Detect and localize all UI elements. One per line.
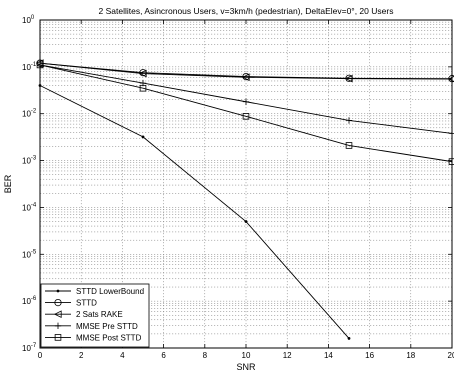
marker-plus	[242, 98, 250, 105]
y-axis-label: BER	[3, 174, 13, 193]
legend-label: MMSE Pre STTD	[76, 322, 138, 331]
marker-dot	[141, 135, 145, 139]
legend-entry: MMSE Pre STTD	[45, 322, 138, 331]
y-tick-label: 10-2	[22, 109, 37, 119]
y-tick-exponent: -6	[31, 296, 37, 302]
x-tick-label: 4	[120, 351, 125, 360]
y-tick-base: 10	[22, 203, 31, 212]
marker-triangle	[53, 310, 62, 319]
marker-plus	[448, 130, 454, 137]
x-tick-label: 6	[161, 351, 166, 360]
x-tick-labels: 0 2 4 6 8 10 12 14 16 18 20	[38, 351, 454, 360]
y-tick-base: 10	[22, 250, 31, 259]
legend-label: STTD	[76, 299, 97, 308]
y-tick-label: 10-3	[22, 156, 37, 166]
y-tick-label: 10-1	[22, 62, 37, 72]
y-tick-label: 10-4	[22, 202, 37, 212]
y-tick-exponent: -5	[31, 249, 37, 255]
y-tick-label: 10-7	[22, 343, 37, 353]
x-tick-label: 10	[242, 351, 251, 360]
legend-label: MMSE Post STTD	[76, 333, 142, 342]
x-tick-label: 12	[283, 351, 292, 360]
y-tick-label: 100	[22, 15, 35, 25]
y-tick-exponent: -2	[31, 109, 37, 115]
series-layer	[35, 59, 454, 340]
y-tick-exponent: -3	[31, 156, 37, 162]
x-axis-label: SNR	[236, 362, 256, 371]
marker-triangle	[241, 73, 250, 82]
legend: STTD LowerBound STTD 2 Sats RAKE MMSE Pre S…	[40, 283, 150, 348]
marker-circle	[54, 298, 62, 307]
legend-box	[40, 283, 150, 348]
x-tick-label: 2	[79, 351, 84, 360]
x-tick-label: 16	[365, 351, 374, 360]
series-line	[39, 85, 350, 339]
y-tick-label: 10-6	[22, 296, 37, 306]
x-tick-label: 8	[203, 351, 208, 360]
x-tick-label: 20	[448, 351, 454, 360]
y-tick-base: 10	[22, 157, 31, 166]
legend-label: 2 Sats RAKE	[76, 310, 123, 319]
y-tick-exponent: -1	[31, 62, 37, 68]
chart-title: 2 Satellites, Asincronous Users, v=3km/h…	[99, 6, 394, 16]
marker-square	[242, 113, 250, 120]
y-tick-exponent: -7	[31, 343, 37, 349]
marker-plus	[54, 322, 62, 329]
series-line	[39, 62, 453, 80]
marker-dot	[244, 220, 248, 223]
y-tick-base: 10	[22, 16, 31, 25]
y-tick-base: 10	[22, 110, 31, 119]
marker-square	[345, 142, 353, 149]
y-tick-base: 10	[22, 344, 31, 353]
marker-triangle	[344, 74, 353, 83]
marker-dot	[56, 289, 60, 293]
x-tick-label: 18	[406, 351, 415, 360]
x-tick-label: 14	[324, 351, 333, 360]
y-tick-exponent: 0	[31, 15, 35, 21]
legend-entry: STTD LowerBound	[45, 287, 144, 296]
marker-square	[139, 84, 147, 92]
marker-plus	[345, 117, 353, 124]
marker-dot	[347, 337, 351, 340]
y-tick-base: 10	[22, 297, 31, 306]
y-tick-base: 10	[22, 63, 31, 72]
series-triangle-left	[35, 59, 454, 83]
series-line	[39, 64, 453, 163]
marker-triangle	[138, 69, 147, 78]
series-plus	[36, 61, 454, 137]
y-tick-label: 10-5	[22, 249, 37, 259]
series-dot	[38, 84, 351, 340]
legend-entry: 2 Sats RAKE	[45, 310, 123, 319]
x-tick-label: 0	[38, 351, 43, 360]
legend-label: STTD LowerBound	[76, 287, 144, 296]
axis-ticks	[39, 19, 453, 349]
legend-entry: MMSE Post STTD	[45, 333, 142, 342]
legend-entry: STTD	[45, 299, 97, 308]
y-tick-exponent: -4	[31, 202, 37, 208]
marker-square	[54, 334, 62, 341]
